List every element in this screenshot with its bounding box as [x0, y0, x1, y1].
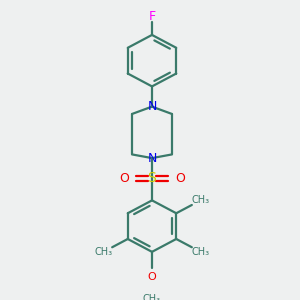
Text: S: S	[148, 171, 156, 185]
Text: O: O	[119, 172, 129, 185]
Text: CH₃: CH₃	[143, 294, 161, 300]
Text: CH₃: CH₃	[191, 195, 210, 206]
Text: CH₃: CH₃	[94, 247, 112, 257]
Text: CH₃: CH₃	[191, 247, 210, 257]
Text: N: N	[147, 152, 157, 165]
Text: N: N	[147, 100, 157, 113]
Text: O: O	[175, 172, 185, 185]
Text: F: F	[148, 10, 156, 23]
Text: O: O	[148, 272, 156, 282]
